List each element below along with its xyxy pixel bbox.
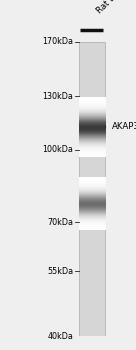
Text: 170kDa: 170kDa — [42, 37, 73, 47]
Text: AKAP3: AKAP3 — [105, 122, 136, 131]
Bar — [79, 42, 105, 336]
Text: 70kDa: 70kDa — [47, 218, 73, 227]
Text: Rat testis: Rat testis — [95, 0, 130, 15]
Text: 100kDa: 100kDa — [43, 145, 73, 154]
Text: 55kDa: 55kDa — [47, 267, 73, 276]
Text: 40kDa: 40kDa — [48, 331, 73, 341]
Text: 130kDa: 130kDa — [43, 92, 73, 101]
